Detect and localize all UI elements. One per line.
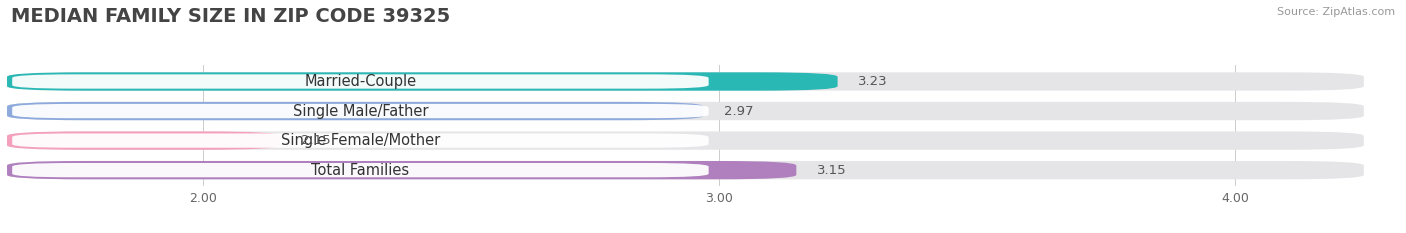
Text: Total Families: Total Families bbox=[311, 163, 409, 178]
Text: 2.15: 2.15 bbox=[301, 134, 330, 147]
Text: 2.97: 2.97 bbox=[724, 105, 754, 117]
FancyBboxPatch shape bbox=[7, 131, 280, 150]
FancyBboxPatch shape bbox=[7, 102, 1364, 120]
Text: Single Male/Father: Single Male/Father bbox=[292, 103, 429, 119]
Text: Married-Couple: Married-Couple bbox=[304, 74, 416, 89]
FancyBboxPatch shape bbox=[7, 131, 1364, 150]
FancyBboxPatch shape bbox=[7, 161, 796, 179]
FancyBboxPatch shape bbox=[13, 134, 709, 148]
Text: Single Female/Mother: Single Female/Mother bbox=[281, 133, 440, 148]
Text: 3.15: 3.15 bbox=[817, 164, 846, 177]
FancyBboxPatch shape bbox=[7, 72, 1364, 91]
FancyBboxPatch shape bbox=[13, 163, 709, 177]
Text: 3.23: 3.23 bbox=[858, 75, 887, 88]
FancyBboxPatch shape bbox=[13, 104, 709, 118]
FancyBboxPatch shape bbox=[7, 161, 1364, 179]
FancyBboxPatch shape bbox=[7, 72, 838, 91]
FancyBboxPatch shape bbox=[7, 102, 703, 120]
FancyBboxPatch shape bbox=[13, 74, 709, 89]
Text: MEDIAN FAMILY SIZE IN ZIP CODE 39325: MEDIAN FAMILY SIZE IN ZIP CODE 39325 bbox=[11, 7, 450, 26]
Text: Source: ZipAtlas.com: Source: ZipAtlas.com bbox=[1277, 7, 1395, 17]
